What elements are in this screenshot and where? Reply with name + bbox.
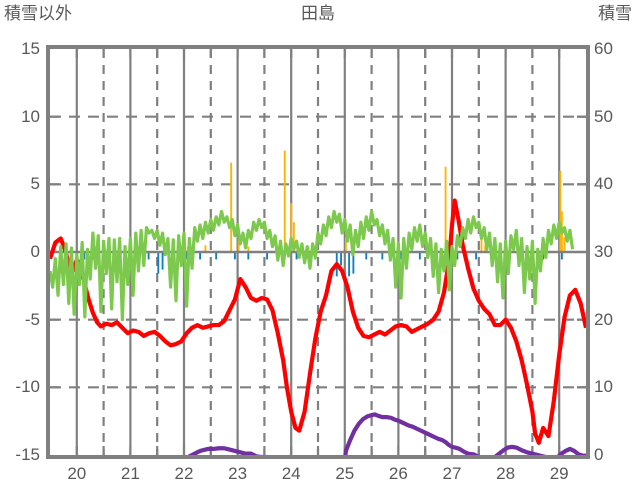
sunshine-bar xyxy=(83,252,86,260)
left-tick-label: -15 xyxy=(15,445,40,464)
x-tick-label: 26 xyxy=(388,464,408,483)
sunshine-bar xyxy=(381,252,384,260)
x-tick-label: 23 xyxy=(228,464,248,483)
right-tick-label: 40 xyxy=(594,174,613,194)
x-tick-label: 25 xyxy=(335,464,355,483)
precipitation-bar xyxy=(204,245,207,252)
left-tick-label: 15 xyxy=(21,39,40,58)
sunshine-bar xyxy=(147,252,150,260)
sunshine-bar xyxy=(215,252,218,260)
sunshine-bar xyxy=(365,252,368,260)
grid-lines xyxy=(50,49,586,455)
sunshine-bar xyxy=(185,252,188,260)
left-axis-title: 積雪以外 xyxy=(4,4,72,24)
precipitation-bar xyxy=(230,162,233,252)
sunshine-bar xyxy=(199,252,202,260)
precipitation-bar xyxy=(480,235,483,252)
right-tick-label: 20 xyxy=(594,309,613,329)
x-tick-label: 24 xyxy=(281,464,301,483)
right-tick-label: 60 xyxy=(594,39,613,58)
right-tick-label: 30 xyxy=(594,242,613,261)
precipitation-bar xyxy=(247,246,250,252)
sunshine-bar xyxy=(475,252,478,260)
chart-title: 田島 xyxy=(301,4,335,24)
sunshine-bar xyxy=(348,252,351,277)
precipitation-bar xyxy=(444,166,447,252)
sunshine-bar xyxy=(352,252,355,274)
x-tick-label: 28 xyxy=(496,464,516,483)
plot-area xyxy=(46,45,590,459)
left-tick-label: 5 xyxy=(30,174,40,194)
left-tick-label: 0 xyxy=(30,242,40,261)
sunshine-bar xyxy=(295,252,298,260)
right-tick-label: 50 xyxy=(594,106,613,126)
sunshine-bar xyxy=(161,252,164,270)
sunshine-bar xyxy=(400,252,403,260)
sunshine-bar xyxy=(456,252,459,260)
x-tick-label: 22 xyxy=(174,464,194,483)
x-tick-label: 20 xyxy=(67,464,87,483)
x-tick-label: 27 xyxy=(442,464,462,483)
right-axis-title: 積雪 xyxy=(598,4,632,24)
precipitation-bar xyxy=(563,237,566,252)
sunshine-bar xyxy=(247,252,250,260)
sunshine-bar xyxy=(340,252,342,266)
sunshine-bar xyxy=(560,252,563,260)
sunshine-bar xyxy=(266,252,269,260)
precipitation-bar xyxy=(344,237,347,252)
precipitation-bar xyxy=(559,170,562,252)
precipitation-bar xyxy=(292,222,295,252)
temperature-line xyxy=(50,198,586,445)
precipitation-bar xyxy=(290,203,293,252)
sunshine-bar xyxy=(418,252,421,260)
wind-line xyxy=(50,209,575,322)
right-tick-label: 10 xyxy=(594,377,613,397)
data-series xyxy=(50,150,586,455)
left-tick-label: 10 xyxy=(21,106,40,126)
x-tick-label: 21 xyxy=(120,464,140,483)
snow-depth-line xyxy=(187,412,586,455)
right-tick-label: 0 xyxy=(594,445,604,464)
left-tick-label: -5 xyxy=(24,309,40,329)
left-tick-label: -10 xyxy=(15,377,40,397)
x-tick-label: 29 xyxy=(549,464,569,483)
sunshine-bar xyxy=(233,252,236,260)
sunshine-bar xyxy=(157,252,160,274)
precipitation-bar xyxy=(283,150,286,252)
